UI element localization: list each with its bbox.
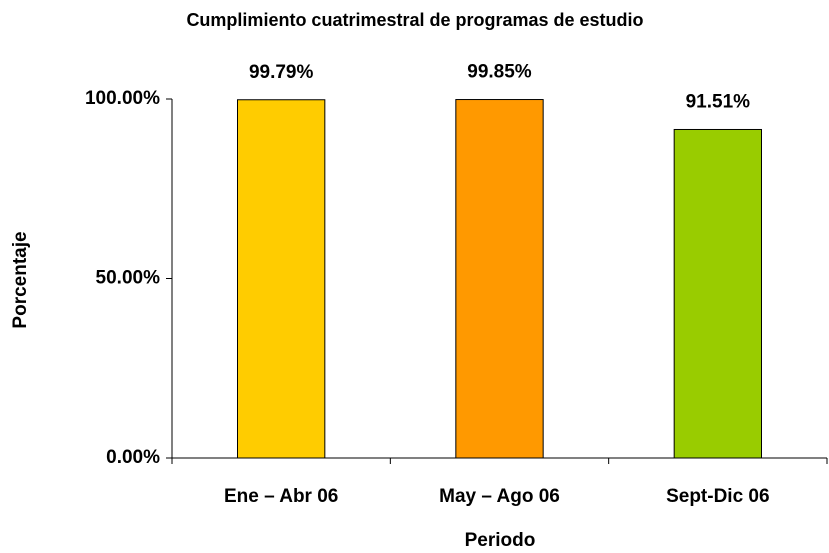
y-tick-label: 0.00% [106,447,160,468]
y-tick-label: 50.00% [96,268,161,289]
y-tick-label: 100.00% [85,88,160,109]
bar [673,128,763,459]
chart-title: Cumplimiento cuatrimestral de programas … [186,10,643,30]
bar [455,99,544,459]
data-label: 99.85% [467,62,532,83]
x-tick-label: Ene – Abr 06 [224,486,338,507]
x-tick-label: Sept-Dic 06 [666,486,769,507]
bar [237,99,326,459]
x-axis-label: Periodo [465,530,536,551]
x-tick-label: May – Ago 06 [439,486,560,507]
y-axis-label: Porcentaje [10,231,31,328]
data-label: 91.51% [686,91,751,112]
data-label: 99.79% [249,62,314,83]
